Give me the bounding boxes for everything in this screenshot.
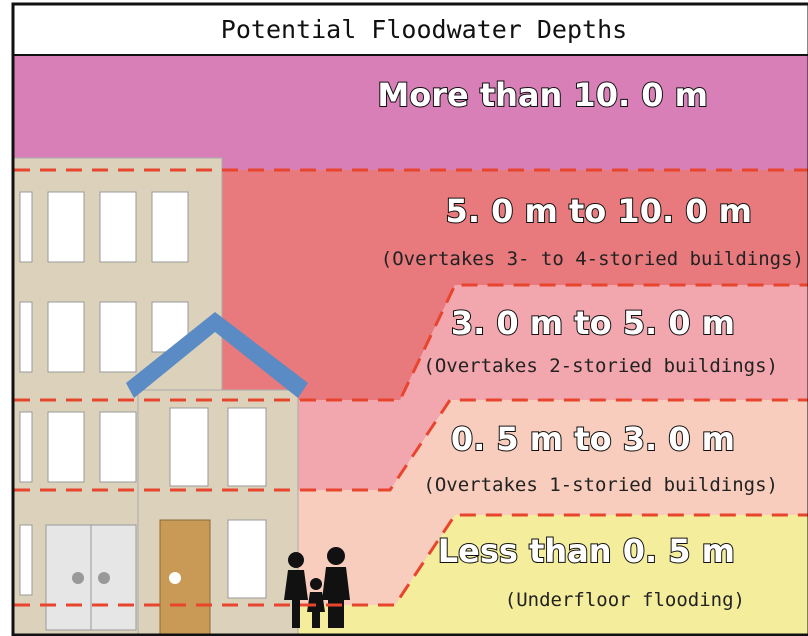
window <box>170 408 208 486</box>
window <box>20 412 32 482</box>
person <box>288 552 304 568</box>
zone-label: 0. 5 m to 3. 0 m <box>451 420 735 458</box>
window <box>48 302 84 372</box>
window <box>228 520 266 598</box>
zone-note: (Overtakes 2-storied buildings) <box>423 355 778 377</box>
zone-note: (Overtakes 1-storied buildings) <box>423 474 778 496</box>
zone-note: (Overtakes 3- to 4-storied buildings) <box>381 248 804 270</box>
knob <box>169 572 181 584</box>
knob <box>98 572 110 584</box>
window <box>152 192 188 262</box>
window <box>100 412 136 482</box>
zone-label: Less than 0. 5 m <box>438 532 735 570</box>
window <box>20 525 32 595</box>
window <box>48 192 84 262</box>
person <box>327 547 345 565</box>
door <box>160 520 210 636</box>
window <box>20 192 32 262</box>
zone-note: (Underfloor flooding) <box>505 589 745 611</box>
window <box>100 192 136 262</box>
window <box>228 408 266 486</box>
knob <box>72 572 84 584</box>
zone-label: 5. 0 m to 10. 0 m <box>446 192 752 230</box>
title: Potential Floodwater Depths <box>221 15 627 44</box>
flood-diagram: Potential Floodwater Depths More than 10… <box>0 0 808 636</box>
zone-label: 3. 0 m to 5. 0 m <box>451 304 735 342</box>
window <box>48 412 84 482</box>
person <box>310 578 322 590</box>
zone-label: More than 10. 0 m <box>377 76 708 114</box>
window <box>20 302 32 372</box>
window <box>100 302 136 372</box>
